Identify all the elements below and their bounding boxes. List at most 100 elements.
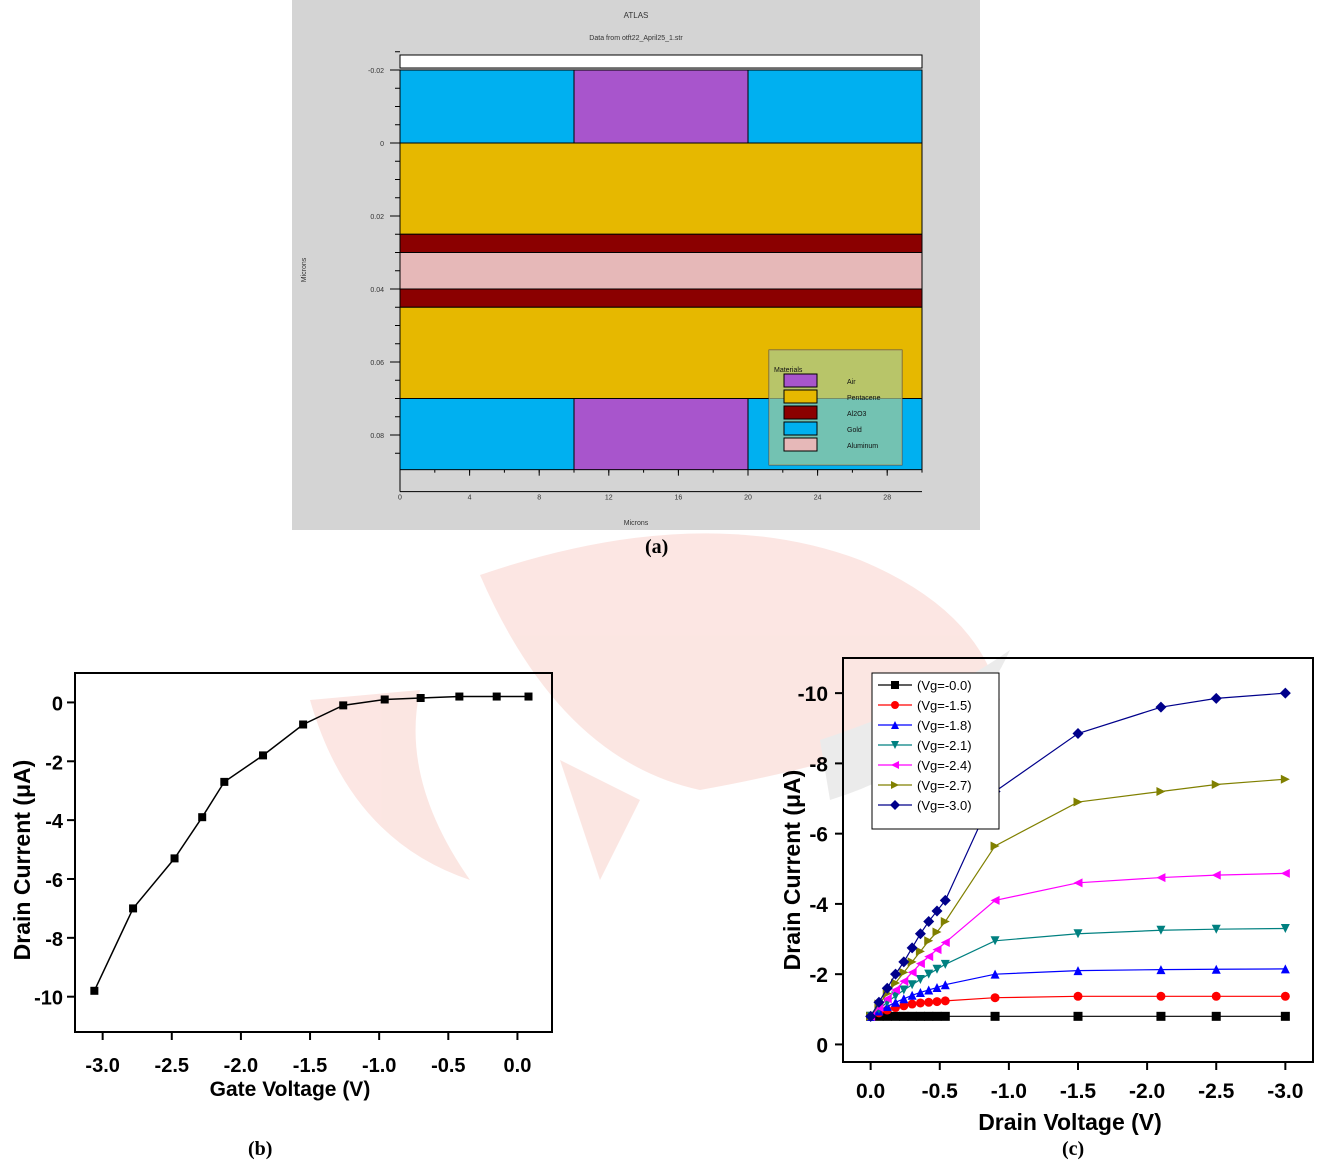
- y-tick-label: 0: [816, 1034, 828, 1057]
- data-point: [924, 952, 934, 962]
- legend-label: (Vg=-3.0): [917, 798, 972, 813]
- legend-marker: [891, 681, 899, 689]
- data-point: [90, 986, 99, 995]
- legend-marker: [891, 701, 899, 709]
- x-tick-label: -1.0: [362, 1055, 396, 1077]
- data-point: [416, 694, 425, 703]
- al2o3-layer-bottom: [399, 288, 923, 308]
- y-tick-label: -2: [45, 752, 63, 774]
- data-point: [899, 976, 909, 986]
- data-point: [939, 894, 951, 906]
- data-point: [891, 997, 901, 1007]
- data-point: [931, 905, 943, 917]
- data-point: [907, 990, 917, 1000]
- data-point: [1156, 786, 1166, 796]
- legend-marker: [891, 761, 899, 769]
- y-tick-label: -6: [809, 824, 828, 847]
- legend-label: (Vg=-2.1): [917, 738, 972, 753]
- data-point: [339, 701, 348, 710]
- x-tick-label: 0.0: [856, 1080, 885, 1103]
- data-point: [865, 1010, 877, 1022]
- data-point: [890, 968, 902, 980]
- x-tick-label: 20: [744, 495, 752, 502]
- caption-a: (a): [645, 536, 669, 558]
- data-point: [906, 942, 918, 954]
- legend-label: Pentacene: [847, 395, 881, 402]
- series-line: [93, 695, 529, 992]
- data-point: [915, 959, 925, 969]
- y-tick-label: -8: [45, 929, 63, 951]
- data-point: [940, 996, 950, 1006]
- y-tick-label: -10: [34, 988, 63, 1010]
- data-point: [891, 1011, 901, 1021]
- data-point: [940, 959, 950, 969]
- x-axis-label: Drain Voltage (V): [978, 1109, 1162, 1135]
- data-point: [899, 1001, 909, 1011]
- data-point: [220, 777, 229, 786]
- data-point: [1211, 924, 1221, 934]
- pentacene-layer-top: [399, 142, 923, 235]
- air-top-strip: [399, 54, 923, 69]
- al2o3-layer-top: [399, 233, 923, 253]
- data-point: [924, 1011, 934, 1021]
- data-point: [899, 1011, 909, 1021]
- x-tick-label: -2.5: [1198, 1080, 1235, 1103]
- legend: (Vg=-0.0) (Vg=-1.5) (Vg=-1.8) (Vg=-2.1) (Vg=…: [871, 672, 1000, 830]
- data-point: [899, 985, 909, 995]
- data-point: [990, 1011, 1000, 1021]
- data-point: [1211, 779, 1221, 789]
- data-point: [940, 938, 950, 948]
- data-point: [259, 751, 268, 760]
- x-axis-label: Gate Voltage (V): [210, 1078, 371, 1101]
- data-point: [882, 1011, 892, 1021]
- data-point: [1280, 924, 1290, 934]
- data-point: [924, 936, 934, 946]
- x-tick-label: 0: [398, 495, 402, 502]
- data-point: [907, 967, 917, 977]
- data-point: [932, 983, 942, 993]
- data-point: [1073, 1011, 1083, 1021]
- data-point: [1211, 964, 1221, 974]
- x-tick-label: 16: [675, 495, 683, 502]
- y-tick-label: 0.08: [370, 433, 384, 440]
- data-point: [1155, 701, 1167, 713]
- legend-marker: [891, 741, 899, 749]
- data-point: [924, 969, 934, 979]
- data-point: [915, 998, 925, 1008]
- data-point: [1156, 991, 1166, 1001]
- y-axis-label: Drain Current (μA): [780, 770, 805, 971]
- data-point: [1280, 991, 1290, 1001]
- data-point: [1073, 966, 1083, 976]
- data-point: [940, 1011, 950, 1021]
- y-tick-label: 0.02: [370, 214, 384, 221]
- data-point: [940, 980, 950, 990]
- x-tick-label: -1.5: [293, 1055, 327, 1077]
- data-point: [1156, 925, 1166, 935]
- data-point: [129, 904, 138, 913]
- data-point: [170, 854, 179, 863]
- data-point: [990, 969, 1000, 979]
- data-point: [1280, 964, 1290, 974]
- x-tick-label: -3.0: [85, 1055, 119, 1077]
- data-point: [915, 946, 925, 956]
- data-point: [932, 1011, 942, 1021]
- x-tick-label: 24: [814, 495, 822, 502]
- legend-label: (Vg=-1.5): [917, 698, 972, 713]
- data-point: [1073, 878, 1083, 888]
- data-point: [923, 915, 935, 927]
- subtitle: Data from otft22_April25_1.str: [589, 35, 683, 42]
- legend-marker: [890, 800, 900, 810]
- data-point: [881, 982, 893, 994]
- data-point: [299, 720, 308, 729]
- data-point: [932, 945, 942, 955]
- data-point: [924, 985, 934, 995]
- legend-label: Air: [847, 379, 856, 386]
- legend-marker: [891, 781, 899, 789]
- data-point: [380, 695, 389, 704]
- output-characteristic-chart: 0.0 -0.5 -1.0 -1.5 -2.0 -2.5 -3.0 0 -2 -4 -6 -8 -10 D…: [780, 657, 1314, 1135]
- transfer-characteristic-chart: -3.0 -2.5 -2.0 -1.5 -1.0 -0.5 0.0 0 -2 -4 -6 -8 -10 G…: [9, 672, 553, 1101]
- caption-b: (b): [248, 1138, 273, 1160]
- data-point: [907, 1011, 917, 1021]
- data-point: [1280, 774, 1290, 784]
- data-point: [891, 985, 901, 995]
